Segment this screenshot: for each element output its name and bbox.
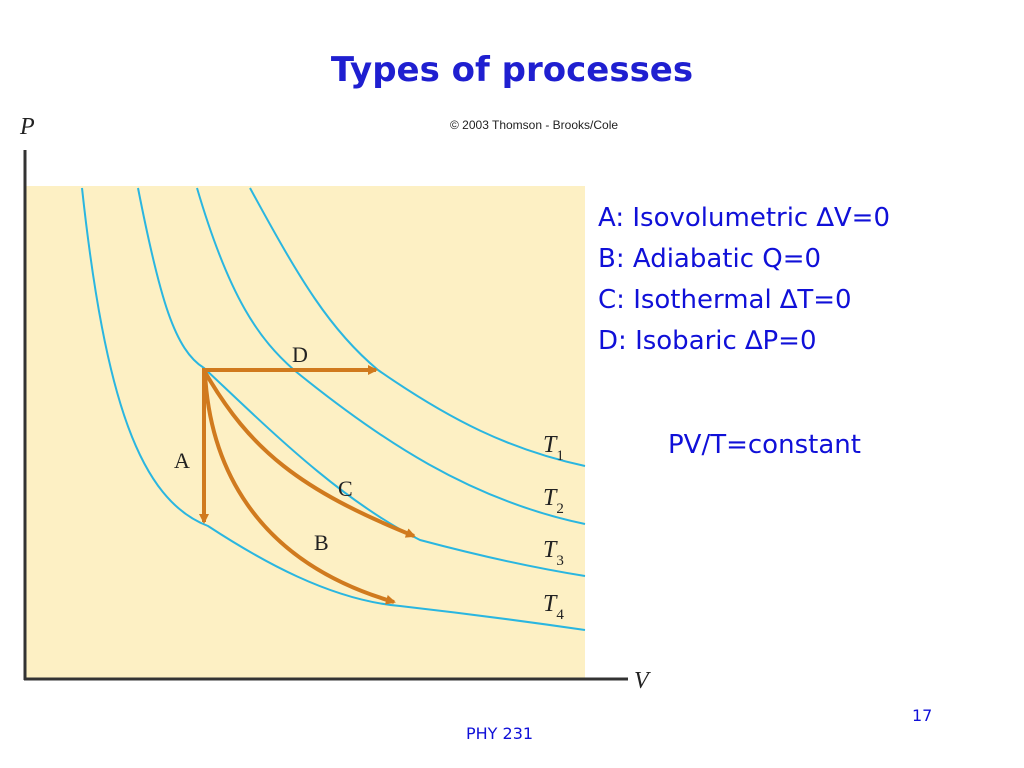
footer-course: PHY 231: [466, 724, 534, 743]
isotherm-label-t2: T2: [543, 485, 564, 517]
isotherm-label-t4: T4: [543, 591, 564, 623]
process-item-b: B: Adiabatic Q=0: [598, 244, 822, 274]
process-label-d: D: [292, 342, 308, 367]
process-label-b: B: [314, 530, 329, 555]
process-list: A: Isovolumetric ∆V=0 B: Adiabatic Q=0 C…: [598, 198, 890, 362]
isotherm-t1: [249, 187, 586, 467]
copyright-notice: © 2003 Thomson - Brooks/Cole: [450, 118, 619, 132]
process-item-d: D: Isobaric ∆P=0: [598, 326, 817, 356]
isotherm-label-t3: T3: [543, 537, 564, 569]
isotherm-t3: [137, 187, 586, 577]
gas-law: PV/T=constant: [668, 430, 861, 460]
v-axis-label: V: [634, 668, 651, 694]
plot-background: [26, 186, 585, 678]
process-item-c: C: Isothermal ∆T=0: [598, 285, 852, 315]
page-number: 17: [912, 706, 933, 725]
process-label-a: A: [174, 448, 190, 473]
process-c-arrow: [203, 371, 416, 538]
process-label-c: C: [338, 476, 353, 501]
process-b-arrow: [203, 373, 396, 605]
slide-title: Types of processes: [330, 50, 694, 90]
p-axis-label: P: [19, 114, 35, 140]
isotherm-t4: [81, 187, 586, 631]
process-item-a: A: Isovolumetric ∆V=0: [598, 203, 890, 233]
isotherm-t2: [196, 187, 586, 525]
isotherm-label-t1: T1: [543, 432, 564, 464]
